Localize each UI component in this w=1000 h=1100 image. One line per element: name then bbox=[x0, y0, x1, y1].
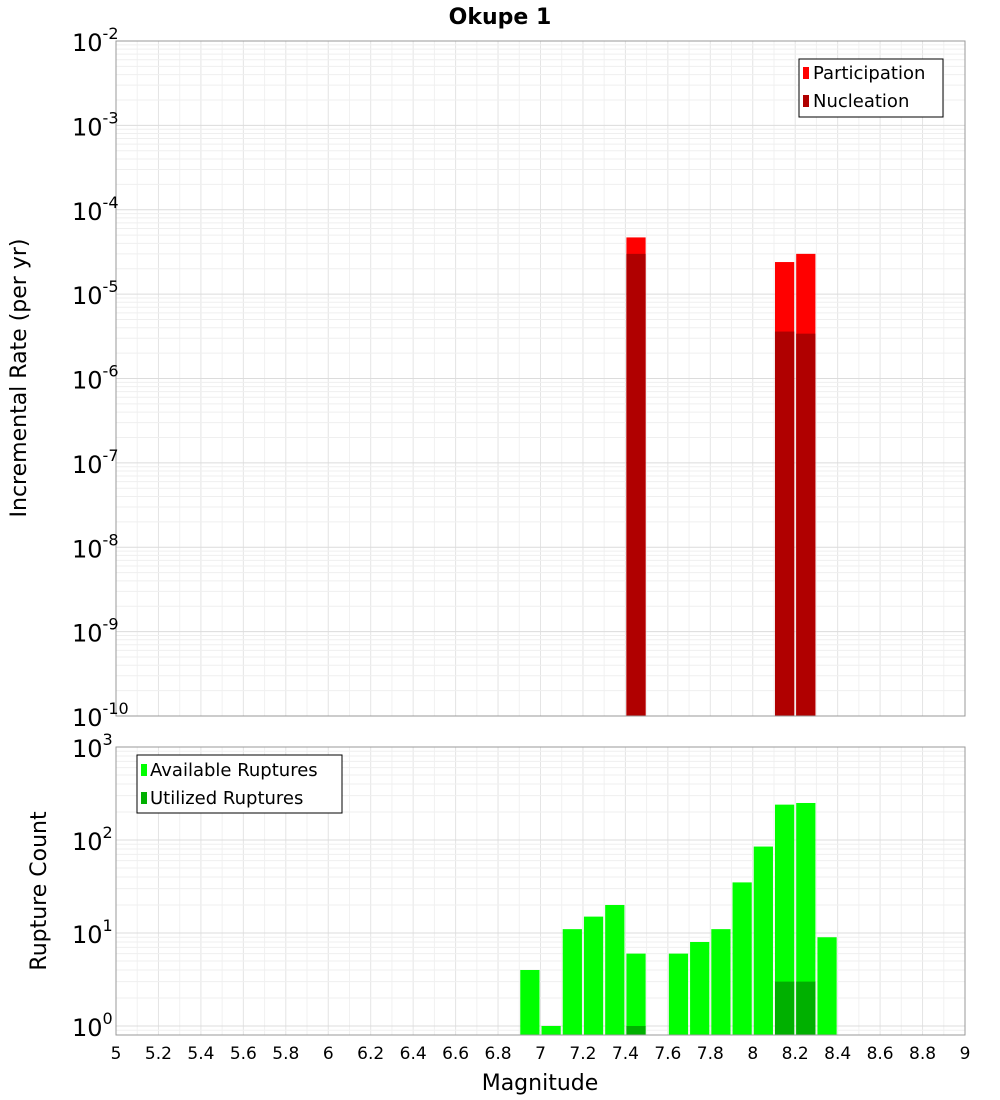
x-tick-label: 5 bbox=[111, 1044, 122, 1064]
bar-utilized-ruptures bbox=[796, 981, 816, 1035]
bar-available-ruptures bbox=[732, 882, 752, 1035]
bottom-x-tick-labels: 5 5.2 5.4 5.6 5.8 6 6.2 6.4 6.6 6.8 7 7.2 7.4 7.6 7.8 8… bbox=[111, 1044, 971, 1064]
legend-participation-swatch bbox=[803, 67, 809, 79]
bar-available-ruptures bbox=[583, 916, 604, 1035]
x-tick-label: 8 bbox=[747, 1044, 758, 1064]
bar-available-ruptures bbox=[796, 802, 816, 1035]
bar-available-ruptures bbox=[520, 969, 540, 1035]
top-y-tick-label: 10-7 bbox=[72, 446, 119, 479]
top-chart-panel: 10-10 10-9 10-8 10-7 10-6 10-5 10-4 10-3 10-2 In… bbox=[7, 24, 966, 732]
x-tick-label: 6.8 bbox=[485, 1044, 512, 1064]
legend-available-swatch bbox=[141, 764, 147, 776]
bar-utilized-ruptures bbox=[774, 981, 795, 1035]
top-y-tick-label: 10-9 bbox=[72, 615, 119, 648]
bottom-y-tick-label: 100 bbox=[72, 1009, 113, 1042]
x-tick-label: 5.6 bbox=[230, 1044, 257, 1064]
x-tick-label: 7 bbox=[535, 1044, 546, 1064]
top-plot-frame bbox=[115, 40, 966, 717]
bottom-y-tick-label: 103 bbox=[72, 730, 113, 763]
top-y-tick-labels: 10-10 10-9 10-8 10-7 10-6 10-5 10-4 10-3 10-2 bbox=[72, 24, 129, 732]
x-tick-label: 7.2 bbox=[569, 1044, 596, 1064]
x-tick-label: 8.6 bbox=[867, 1044, 894, 1064]
bottom-legend: Available Ruptures Utilized Ruptures bbox=[136, 754, 343, 814]
top-y-tick-label: 10-4 bbox=[72, 193, 119, 226]
bar-available-ruptures bbox=[541, 1025, 561, 1035]
legend-nucleation-swatch bbox=[803, 95, 809, 107]
x-tick-label: 8.4 bbox=[824, 1044, 851, 1064]
x-tick-label: 8.8 bbox=[909, 1044, 936, 1064]
x-tick-label: 5.2 bbox=[145, 1044, 172, 1064]
x-tick-label: 7.8 bbox=[697, 1044, 724, 1064]
bar-available-ruptures bbox=[817, 937, 837, 1035]
legend-nucleation-label: Nucleation bbox=[813, 91, 909, 112]
x-tick-label: 6 bbox=[323, 1044, 334, 1064]
bar-available-ruptures bbox=[753, 846, 773, 1035]
x-tick-label: 5.4 bbox=[187, 1044, 214, 1064]
bar-nucleation bbox=[626, 253, 646, 716]
x-tick-label: 6.4 bbox=[400, 1044, 427, 1064]
legend-available-label: Available Ruptures bbox=[150, 760, 318, 781]
bar-available-ruptures bbox=[562, 929, 582, 1035]
bottom-y-tick-label: 102 bbox=[72, 823, 113, 856]
bottom-y-tick-label: 101 bbox=[72, 916, 113, 949]
bar-nucleation bbox=[774, 331, 795, 716]
bar-available-ruptures bbox=[626, 953, 646, 1035]
x-tick-label: 5.8 bbox=[272, 1044, 299, 1064]
x-tick-label: 7.4 bbox=[612, 1044, 639, 1064]
bottom-y-axis-label: Rupture Count bbox=[27, 811, 52, 971]
top-y-tick-label: 10-6 bbox=[72, 362, 119, 395]
x-tick-label: 9 bbox=[960, 1044, 971, 1064]
bar-available-ruptures bbox=[605, 904, 625, 1035]
top-legend: Participation Nucleation bbox=[798, 58, 944, 118]
bar-available-ruptures bbox=[668, 953, 689, 1035]
top-legend-box bbox=[798, 58, 944, 118]
top-y-tick-label: 10-10 bbox=[72, 699, 129, 732]
top-y-axis-label: Incremental Rate (per yr) bbox=[7, 239, 32, 518]
bar-utilized-ruptures bbox=[626, 1025, 646, 1035]
bar-available-ruptures bbox=[711, 929, 731, 1035]
x-tick-label: 6.2 bbox=[357, 1044, 384, 1064]
bar-nucleation bbox=[796, 333, 816, 716]
top-gridlines bbox=[115, 40, 966, 717]
bar-available-ruptures bbox=[774, 804, 795, 1035]
top-y-tick-label: 10-8 bbox=[72, 530, 119, 563]
bottom-bars bbox=[520, 802, 837, 1035]
top-bars bbox=[626, 237, 816, 716]
top-y-tick-label: 10-3 bbox=[72, 108, 119, 141]
bar-available-ruptures bbox=[690, 942, 710, 1035]
legend-utilized-label: Utilized Ruptures bbox=[150, 788, 303, 809]
bottom-plot-frame bbox=[115, 746, 966, 1036]
top-y-tick-label: 10-2 bbox=[72, 24, 119, 57]
x-tick-label: 6.6 bbox=[442, 1044, 469, 1064]
bottom-chart-panel: 100 101 102 103 5 5.2 5.4 5.6 5.8 6 6.2 6.4 6.6 6.8 7… bbox=[27, 730, 970, 1096]
bottom-legend-box bbox=[136, 754, 343, 814]
x-tick-label: 8.2 bbox=[782, 1044, 809, 1064]
bottom-y-tick-labels: 100 101 102 103 bbox=[72, 730, 113, 1042]
legend-participation-label: Participation bbox=[813, 63, 925, 84]
chart-title: Okupe 1 bbox=[449, 5, 552, 30]
x-axis-label: Magnitude bbox=[482, 1071, 599, 1096]
x-tick-label: 7.6 bbox=[654, 1044, 681, 1064]
legend-utilized-swatch bbox=[141, 792, 147, 804]
top-y-tick-label: 10-5 bbox=[72, 277, 119, 310]
